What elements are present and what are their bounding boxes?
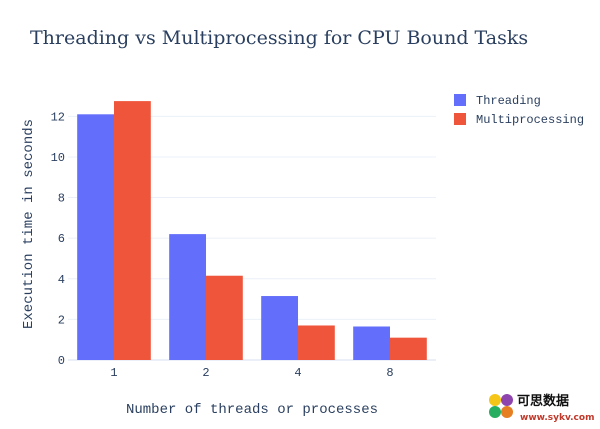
y-tick-label: 0 bbox=[58, 354, 65, 368]
watermark-logo: 可思数据 www.sykv.com bbox=[489, 393, 594, 423]
y-tick-label: 2 bbox=[58, 313, 65, 327]
x-axis-ticks: 1 2 4 8 bbox=[110, 366, 393, 380]
watermark-url: www.sykv.com bbox=[520, 413, 594, 423]
bar-multiprocessing-4[interactable] bbox=[298, 325, 335, 360]
bar-multiprocessing-1[interactable] bbox=[114, 101, 151, 360]
y-axis-ticks: 0 2 4 6 8 10 12 bbox=[51, 110, 65, 368]
bar-threading-8[interactable] bbox=[353, 326, 390, 360]
x-tick-label: 1 bbox=[110, 366, 117, 380]
logo-dot-orange bbox=[501, 406, 513, 418]
y-tick-label: 6 bbox=[58, 232, 65, 246]
legend-swatch-multiprocessing[interactable] bbox=[454, 113, 466, 125]
legend-label-threading[interactable]: Threading bbox=[476, 94, 541, 108]
y-tick-label: 12 bbox=[51, 110, 65, 124]
x-tick-label: 8 bbox=[386, 366, 393, 380]
y-tick-label: 4 bbox=[58, 273, 65, 287]
y-axis-title: Execution time in seconds bbox=[21, 119, 37, 329]
x-tick-label: 2 bbox=[202, 366, 209, 380]
legend[interactable]: Threading Multiprocessing bbox=[454, 94, 584, 127]
logo-dot-green bbox=[489, 406, 501, 418]
chart-title: Threading vs Multiprocessing for CPU Bou… bbox=[30, 27, 528, 49]
y-tick-label: 8 bbox=[58, 192, 65, 206]
bar-multiprocessing-8[interactable] bbox=[390, 337, 427, 360]
x-axis-title: Number of threads or processes bbox=[126, 402, 378, 418]
bar-threading-1[interactable] bbox=[77, 114, 114, 360]
bar-threading-2[interactable] bbox=[169, 234, 206, 360]
legend-swatch-threading[interactable] bbox=[454, 94, 466, 106]
bars bbox=[77, 101, 427, 360]
bar-multiprocessing-2[interactable] bbox=[206, 275, 243, 360]
logo-dot-purple bbox=[501, 394, 513, 406]
bar-threading-4[interactable] bbox=[261, 296, 298, 360]
y-tick-label: 10 bbox=[51, 151, 65, 165]
logo-dot-yellow bbox=[489, 394, 501, 406]
x-tick-label: 4 bbox=[294, 366, 301, 380]
watermark-text: 可思数据 bbox=[517, 393, 569, 409]
legend-label-multiprocessing[interactable]: Multiprocessing bbox=[476, 113, 584, 127]
